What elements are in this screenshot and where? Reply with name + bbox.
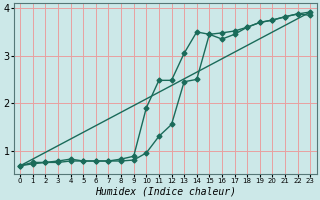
X-axis label: Humidex (Indice chaleur): Humidex (Indice chaleur)	[95, 187, 236, 197]
